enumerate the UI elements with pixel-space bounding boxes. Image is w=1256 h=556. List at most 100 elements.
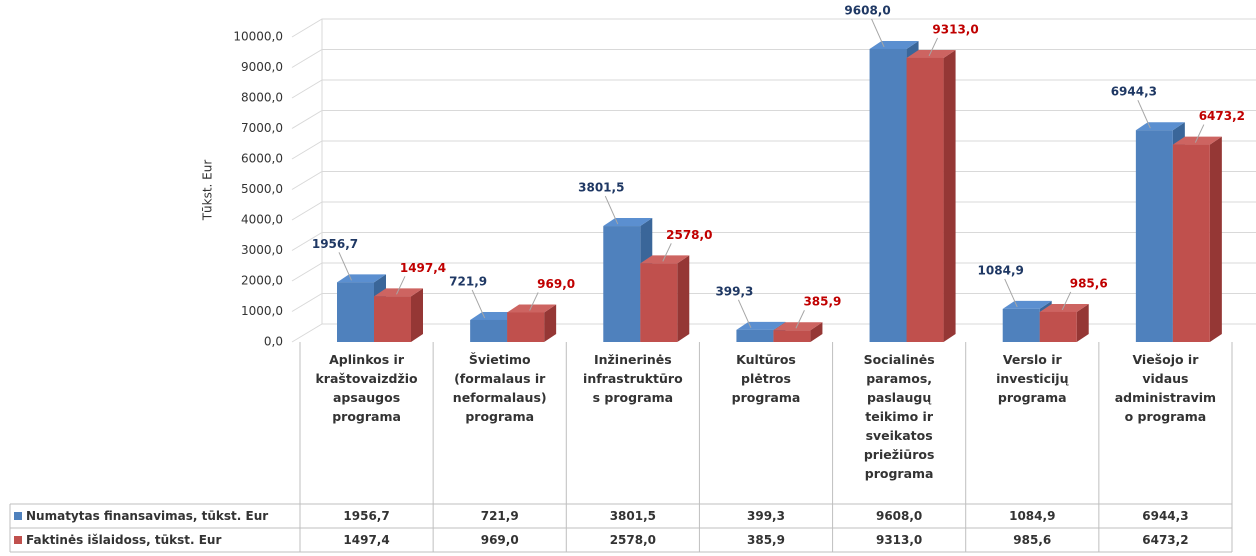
x-tick-label: Kultūros plėtros programa [731,352,801,405]
grid-line [291,49,1256,68]
table-cell: 721,9 [480,509,519,523]
data-label: 399,3 [715,284,753,298]
bar-top [374,288,423,297]
x-tick-label: Verslo ir investicijų programa [996,352,1069,405]
y-tick-label: 9000,0 [241,60,283,74]
bar [603,226,641,342]
legend-label: Faktinės išlaidoss, tūkst. Eur [26,533,222,547]
data-label: 1956,7 [312,237,358,251]
bar [640,263,678,342]
table-cell: 6473,2 [1142,533,1189,547]
x-tick-label: Aplinkos ir kraštovaizdžio apsaugos prog… [315,352,418,424]
data-label: 9608,0 [844,3,890,17]
data-label: 985,6 [1070,276,1108,290]
y-tick-label: 3000,0 [241,243,283,257]
table-cell: 9313,0 [875,533,923,547]
bar [1002,308,1040,342]
bar-side [1209,136,1222,342]
table-cell: 969,0 [480,533,519,547]
bar-top [507,304,557,313]
legend-swatch [14,512,22,520]
legend-label: Numatytas finansavimas, tūkst. Eur [26,509,269,523]
table-cell: 3801,5 [609,509,656,523]
leader-line [529,292,539,311]
bar-top [773,322,823,331]
leader-line [928,37,939,57]
x-tick-label: Inžinerinės infrastruktūros programa [583,352,683,405]
bar-top [640,255,690,264]
bar-side [677,255,690,342]
table-cell: 2578,0 [609,533,656,547]
x-tick-label: Viešojo ir vidaus administravimo program… [1114,352,1217,424]
bar [1172,144,1210,342]
y-tick-label: 0,0 [264,335,283,349]
bar [337,282,374,342]
data-label: 969,0 [537,277,575,291]
bar [374,296,411,342]
table-cell: 1497,4 [343,533,390,547]
x-tick-label: Socialinės paramos, paslaugų teikimo ir … [863,352,935,481]
bar [773,330,811,342]
data-label: 721,9 [449,274,487,288]
table-cell: 385,9 [747,533,785,547]
y-tick-label: 8000,0 [241,91,283,105]
leader-line [795,310,805,329]
y-tick-label: 7000,0 [241,121,283,135]
y-tick-label: 4000,0 [241,213,283,227]
bar [1039,311,1077,342]
y-tick-label: 10000,0 [233,30,283,44]
bar-top [906,49,956,58]
grid-line [291,232,1256,251]
bar [1135,130,1173,342]
bar [906,57,944,343]
data-label: 3801,5 [578,181,624,195]
table-cell: 399,3 [747,509,785,523]
leader-line [1004,278,1018,308]
leader-line [1194,124,1205,143]
leader-line [471,289,486,319]
data-label: 1084,9 [978,263,1024,277]
bar-side [810,322,823,342]
bar-side [943,49,956,343]
bar [507,312,545,342]
bar [869,48,907,343]
leader-line [871,18,885,48]
y-tick-label: 2000,0 [241,274,283,288]
grid-line [291,201,1256,221]
leader-line [662,243,672,262]
bar-side [1076,303,1089,342]
grid-line [291,18,1256,38]
table-cell: 1956,7 [343,509,390,523]
bar [470,319,508,342]
leader-line [737,299,752,329]
legend-swatch [14,536,22,544]
data-label: 385,9 [803,295,841,309]
data-label: 6944,3 [1111,85,1157,99]
y-tick-label: 1000,0 [241,304,283,318]
grid-line [291,171,1256,190]
leader-line [1137,99,1151,129]
bar-top [1172,136,1222,145]
bar [736,329,774,342]
table-cell: 1084,9 [1009,509,1056,523]
data-label: 9313,0 [932,22,978,36]
data-label: 1497,4 [400,261,446,275]
leader-line [1061,291,1072,311]
grid-line [291,110,1256,129]
grid-line [291,293,1256,312]
data-label: 2578,0 [666,228,712,242]
leader-line [338,252,352,281]
bar-side [544,304,557,342]
table-cell: 985,6 [1013,533,1052,547]
bar-side [411,288,423,342]
leader-line [604,195,619,225]
data-label: 6473,2 [1199,109,1245,123]
table-cell: 9608,0 [875,509,923,523]
y-tick-label: 5000,0 [241,182,283,196]
leader-line [396,276,406,295]
y-axis-label: Tūkst. Eur [201,160,215,222]
table-cell: 6944,3 [1142,509,1189,523]
y-tick-label: 6000,0 [241,152,283,166]
